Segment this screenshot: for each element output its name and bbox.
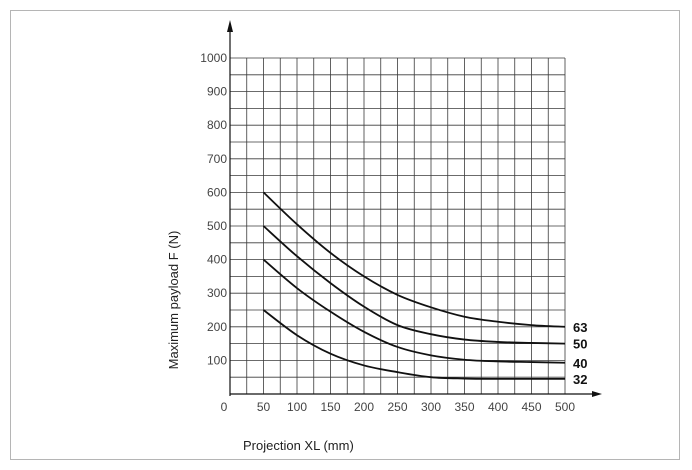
tick-labels: 100 200 300 400 500 600 700 800 900 1000 0 50 100 150… [200,51,575,414]
x-tick-label: 300 [421,400,441,414]
x-tick-label: 250 [387,400,407,414]
y-tick-label: 900 [207,85,227,99]
series-curves [262,191,566,380]
series-line-63 [262,191,566,328]
series-line-50 [262,225,566,345]
y-tick-label: 400 [207,253,227,267]
x-tick-label: 100 [287,400,307,414]
y-tick-label: 200 [207,320,227,334]
y-tick-label: 800 [207,118,227,132]
x-tick-label: 150 [320,400,340,414]
x-tick-label: 500 [555,400,575,414]
y-tick-label: 600 [207,185,227,199]
chart-frame [10,10,680,460]
chart-axes [227,20,602,397]
series-label-63: 63 [573,320,587,335]
y-axis-title: Maximum payload F (N) [166,231,181,370]
series-label-50: 50 [573,337,587,352]
y-tick-label: 300 [207,286,227,300]
chart-grid [230,57,566,394]
x-axis-title: Projection XL (mm) [243,438,354,453]
y-tick-label: 500 [207,219,227,233]
y-tick-label: 100 [207,353,227,367]
series-line-32 [262,309,565,380]
x-tick-label: 200 [354,400,374,414]
y-axis-arrow [227,20,233,32]
x-tick-label: 350 [454,400,474,414]
y-tick-label: 700 [207,152,227,166]
series-line-40 [262,258,566,364]
x-tick-label: 450 [521,400,541,414]
series-label-40: 40 [573,356,587,371]
y-tick-label: 1000 [200,51,227,65]
series-label-32: 32 [573,372,587,387]
x-tick-label: 400 [488,400,508,414]
x-tick-label: 0 [221,400,228,414]
x-tick-label: 50 [257,400,271,414]
x-axis-arrow [592,391,602,397]
